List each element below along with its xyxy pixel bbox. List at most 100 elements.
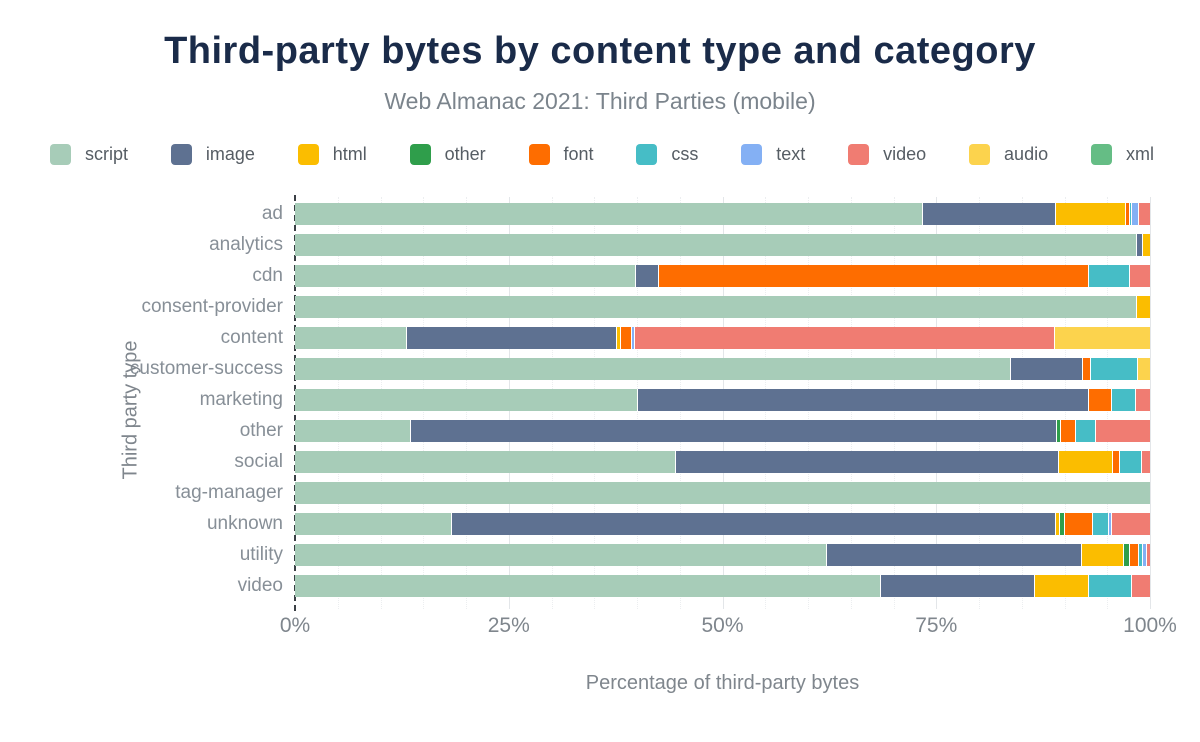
bar-segment-font[interactable]	[619, 327, 631, 349]
bar-segment-other[interactable]	[1055, 420, 1061, 442]
bar-segment-font[interactable]	[1088, 389, 1111, 411]
bar-segment-audio[interactable]	[1054, 327, 1150, 349]
legend-swatch-audio	[969, 143, 991, 165]
row-label-unknown: unknown	[206, 513, 283, 534]
bar-segment-font[interactable]	[1060, 420, 1075, 442]
bar-segment-script[interactable]	[295, 358, 1010, 380]
bar-segment-css[interactable]	[1090, 358, 1138, 380]
bar-segment-script[interactable]	[295, 513, 451, 535]
row-label-cdn: cdn	[252, 265, 283, 286]
row-label-social: social	[234, 451, 283, 472]
bar-segment-html[interactable]	[1142, 234, 1150, 256]
legend-swatch-text	[741, 143, 763, 165]
bar-segment-script[interactable]	[295, 327, 407, 349]
bar-segment-font[interactable]	[1112, 451, 1120, 473]
bar-segment-font[interactable]	[1129, 544, 1139, 566]
bar-segment-image[interactable]	[450, 513, 1056, 535]
bar-segment-video[interactable]	[1131, 575, 1150, 597]
bar-segment-css[interactable]	[1087, 575, 1132, 597]
bar-segment-video[interactable]	[1129, 265, 1150, 287]
bar-row-content	[295, 327, 1150, 349]
x-tick-50: 50%	[701, 614, 744, 637]
bar-segment-image[interactable]	[635, 265, 659, 287]
bar-segment-script[interactable]	[295, 451, 676, 473]
bar-segment-html[interactable]	[1055, 513, 1059, 535]
bar-segment-script[interactable]	[295, 544, 826, 566]
bar-segment-script[interactable]	[295, 203, 922, 225]
bar-segment-script[interactable]	[295, 265, 636, 287]
bar-segment-video[interactable]	[1095, 420, 1150, 442]
bar-segment-image[interactable]	[406, 327, 616, 349]
bar-segment-text[interactable]	[1108, 513, 1112, 535]
bar-segment-script[interactable]	[295, 482, 1150, 504]
bar-segment-video[interactable]	[1135, 389, 1150, 411]
bar-row-tag-manager	[295, 482, 1150, 504]
bar-segment-text[interactable]	[1131, 203, 1138, 225]
bar-segment-css[interactable]	[1110, 389, 1136, 411]
bar-segment-video[interactable]	[1111, 513, 1150, 535]
chart-title: Third-party bytes by content type and ca…	[164, 30, 1036, 72]
bar-segment-css[interactable]	[1088, 265, 1130, 287]
bar-segment-audio[interactable]	[1137, 358, 1150, 380]
bar-segment-image[interactable]	[1136, 234, 1143, 256]
bar-segment-font[interactable]	[1063, 513, 1092, 535]
bar-segment-image[interactable]	[675, 451, 1058, 473]
bar-row-other	[295, 420, 1150, 442]
bar-segment-css[interactable]	[1128, 203, 1132, 225]
bar-segment-html[interactable]	[1080, 544, 1124, 566]
bar-segment-html[interactable]	[1057, 451, 1113, 473]
bar-row-video	[295, 575, 1150, 597]
bar-segment-video[interactable]	[1137, 203, 1150, 225]
legend-label: text	[776, 143, 806, 164]
bar-segment-image[interactable]	[409, 420, 1056, 442]
bar-segment-font[interactable]	[1081, 358, 1091, 380]
bar-segment-video[interactable]	[633, 327, 1055, 349]
bar-segment-image[interactable]	[921, 203, 1056, 225]
legend-item-other[interactable]: other	[409, 143, 486, 165]
bar-segment-video[interactable]	[1140, 451, 1150, 473]
legend-item-video[interactable]: video	[848, 143, 926, 165]
bar-segment-html[interactable]	[1136, 296, 1150, 318]
legend-label: css	[671, 143, 699, 164]
bar-segment-script[interactable]	[295, 420, 410, 442]
legend-item-audio[interactable]: audio	[969, 143, 1048, 165]
legend-item-css[interactable]: css	[636, 143, 699, 165]
bar-segment-text[interactable]	[1142, 544, 1146, 566]
row-label-video: video	[237, 575, 283, 596]
bar-row-ad	[295, 203, 1150, 225]
bar-segment-font[interactable]	[658, 265, 1089, 287]
bar-segment-image[interactable]	[825, 544, 1081, 566]
bar-segment-image[interactable]	[1009, 358, 1082, 380]
row-label-other: other	[239, 420, 283, 441]
legend-item-image[interactable]: image	[170, 143, 255, 165]
bar-segment-css[interactable]	[1074, 420, 1096, 442]
bar-segment-text[interactable]	[630, 327, 634, 349]
legend-item-script[interactable]: script	[50, 143, 128, 165]
legend-item-html[interactable]: html	[297, 143, 367, 165]
bar-segment-css[interactable]	[1091, 513, 1109, 535]
legend-item-font[interactable]: font	[528, 143, 594, 165]
bar-segment-script[interactable]	[295, 389, 637, 411]
bar-segment-image[interactable]	[637, 389, 1089, 411]
bar-segment-video[interactable]	[1145, 544, 1150, 566]
bar-segment-css[interactable]	[1119, 451, 1141, 473]
bar-segment-script[interactable]	[295, 234, 1137, 256]
bar-segment-other[interactable]	[1123, 544, 1130, 566]
bar-row-social	[295, 451, 1150, 473]
legend-item-xml[interactable]: xml	[1090, 143, 1154, 165]
bar-segment-css[interactable]	[1138, 544, 1143, 566]
bar-segment-html[interactable]	[615, 327, 620, 349]
bar-segment-script[interactable]	[295, 296, 1137, 318]
bar-segment-other[interactable]	[1058, 513, 1064, 535]
bar-segment-font[interactable]	[1125, 203, 1129, 225]
bar-segment-script[interactable]	[295, 575, 880, 597]
bar-segment-html[interactable]	[1055, 203, 1126, 225]
bar-segment-image[interactable]	[879, 575, 1034, 597]
legend-item-text[interactable]: text	[741, 143, 806, 165]
bar-row-analytics	[295, 234, 1150, 256]
row-label-analytics: analytics	[209, 234, 283, 255]
x-tick-100: 100%	[1123, 614, 1177, 637]
x-axis-ticks: 0% 25% 50% 75% 100%	[280, 614, 1177, 640]
bar-segment-html[interactable]	[1033, 575, 1088, 597]
